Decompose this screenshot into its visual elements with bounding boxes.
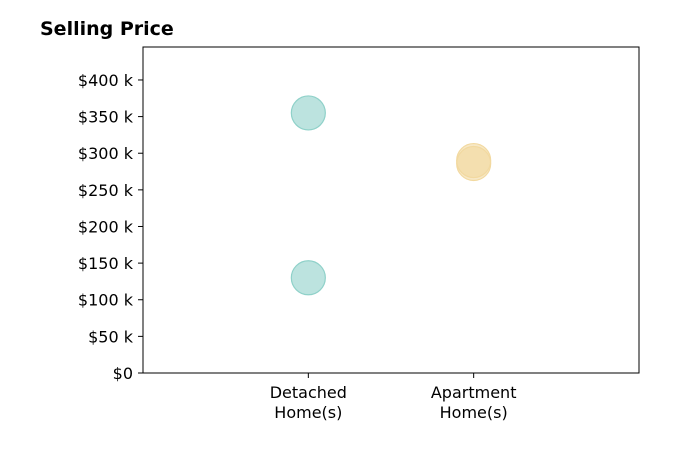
y-tick-label: $200 k (78, 217, 134, 236)
x-tick-label: Detached Home(s) (270, 383, 347, 422)
chart-title: Selling Price (40, 18, 174, 40)
x-tick-label-line: Home(s) (274, 403, 342, 422)
y-tick-label: $400 k (78, 71, 134, 90)
y-tick-label: $350 k (78, 108, 134, 127)
x-tick-label-line: Detached (270, 383, 347, 402)
x-axis: Detached Home(s)Apartment Home(s) (270, 373, 517, 422)
y-tick-label: $150 k (78, 254, 134, 273)
x-tick-label: Apartment Home(s) (431, 383, 517, 422)
y-tick-label: $300 k (78, 144, 134, 163)
data-point (290, 260, 326, 296)
y-tick-label: $0 (113, 364, 133, 383)
data-point (456, 145, 492, 182)
y-tick-label: $250 k (78, 181, 134, 200)
plot-frame (142, 46, 640, 374)
data-point (290, 95, 326, 131)
y-tick-label: $50 k (88, 327, 134, 346)
x-tick-label-line: Apartment (431, 383, 517, 402)
y-axis: $0 $50 k $100 k $150 k $200 k $250 k $300 k $35… (78, 71, 143, 383)
y-tick-label: $100 k (78, 291, 134, 310)
x-tick-label-line: Home(s) (440, 403, 508, 422)
data-points (290, 95, 492, 296)
